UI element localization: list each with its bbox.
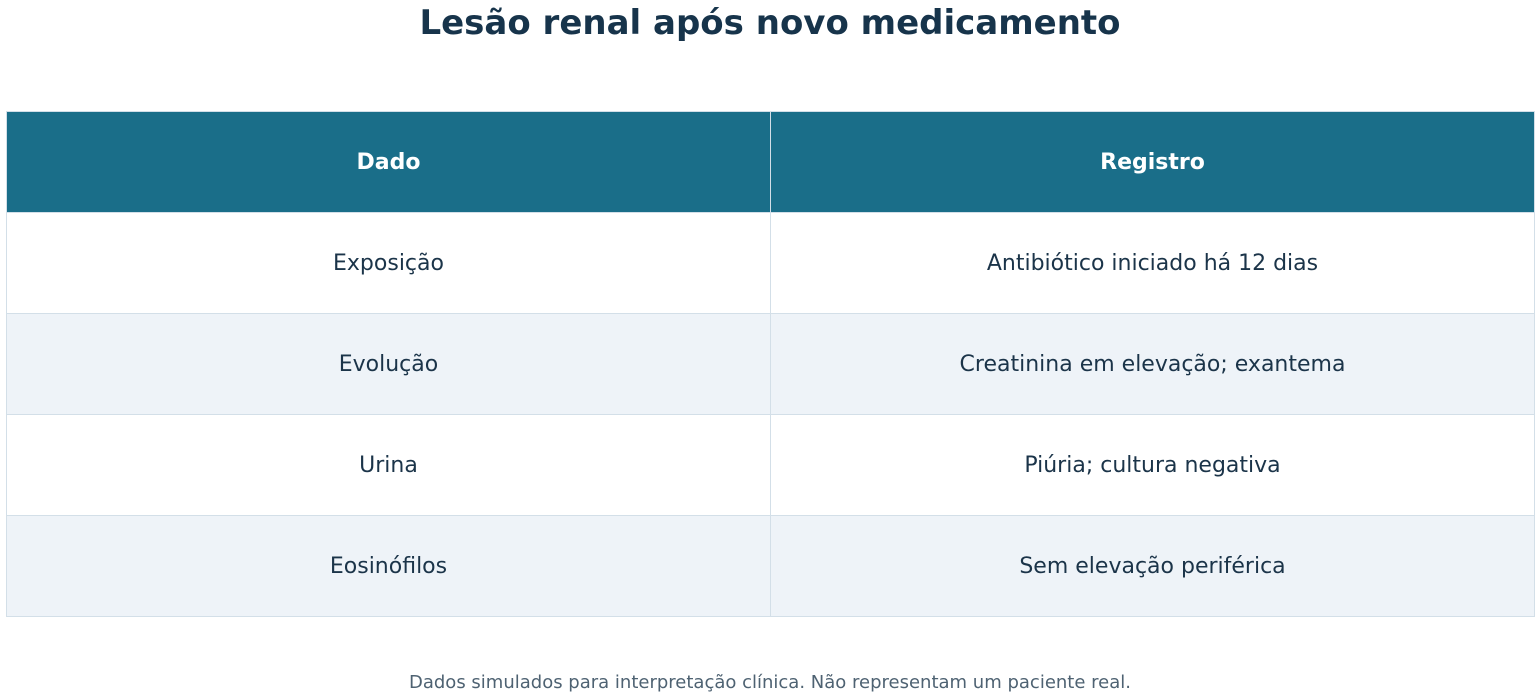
table-cell: Sem elevação periférica: [770, 515, 1535, 617]
table-cell: Creatinina em elevação; exantema: [770, 313, 1535, 415]
table-row: Urina Piúria; cultura negativa: [6, 414, 1535, 516]
table-body: Exposição Antibiótico iniciado há 12 dias…: [6, 212, 1535, 617]
table-row: Eosinófilos Sem elevação periférica: [6, 515, 1535, 617]
table-row: Exposição Antibiótico iniciado há 12 dias: [6, 212, 1535, 314]
table-cell: Antibiótico iniciado há 12 dias: [770, 212, 1535, 314]
table-cell: Urina: [6, 414, 771, 516]
title: Lesão renal após novo medicamento: [419, 3, 1121, 43]
table-cell: Piúria; cultura negativa: [770, 414, 1535, 516]
data-table: Dado Registro Exposição Antibiótico inicia…: [6, 111, 1535, 617]
header-row: Dado Registro: [6, 111, 1535, 213]
table-cell: Eosinófilos: [6, 515, 771, 617]
table-cell: Exposição: [6, 212, 771, 314]
table-row: Evolução Creatinina em elevação; exantema: [6, 313, 1535, 415]
footnote: Dados simulados para interpretação clíni…: [408, 672, 1131, 693]
header-cell: Registro: [770, 111, 1535, 213]
header-cell: Dado: [6, 111, 771, 213]
table-cell: Evolução: [6, 313, 771, 415]
